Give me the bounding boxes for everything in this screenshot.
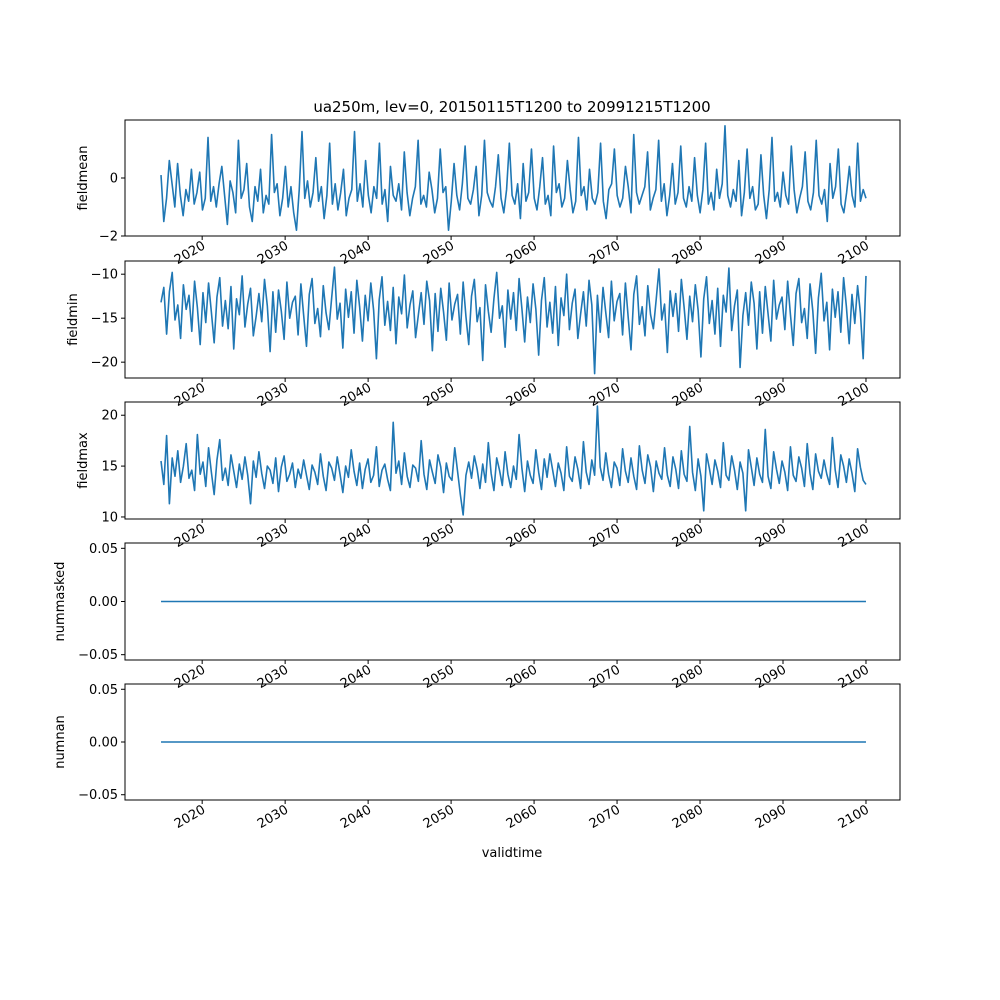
y-tick-label: 0.05 xyxy=(89,683,118,698)
series-line-fieldmin xyxy=(160,266,867,375)
y-tick-label: −0.05 xyxy=(78,648,118,663)
series-line-fieldmax xyxy=(160,405,867,516)
axes-frame xyxy=(124,401,901,520)
y-axis-label: fieldmax xyxy=(76,432,91,489)
y-tick-label: 20 xyxy=(101,409,118,424)
y-tick-label: −2 xyxy=(99,230,118,245)
y-tick-label: 0.05 xyxy=(89,542,118,557)
x-axis-label: validtime xyxy=(482,846,543,861)
y-tick-label: −10 xyxy=(91,268,118,283)
y-axis-label: nummasked xyxy=(53,562,68,642)
y-tick-label: 0.00 xyxy=(89,736,118,751)
y-tick-label: −20 xyxy=(91,356,118,371)
y-axis-label: numnan xyxy=(53,715,68,769)
y-tick-label: 0.00 xyxy=(89,595,118,610)
axes-frame xyxy=(124,260,901,379)
y-tick-label: 15 xyxy=(101,460,118,475)
y-tick-label: −15 xyxy=(91,312,118,327)
y-tick-label: 0 xyxy=(110,172,118,187)
y-axis-label: fieldmin xyxy=(66,293,81,346)
y-tick-label: 10 xyxy=(101,510,118,525)
series-line-fieldmean xyxy=(160,125,867,231)
figure-title: ua250m, lev=0, 20150115T1200 to 20991215… xyxy=(313,98,710,116)
y-tick-label: −0.05 xyxy=(78,788,118,803)
y-axis-label: fieldmean xyxy=(76,146,91,211)
